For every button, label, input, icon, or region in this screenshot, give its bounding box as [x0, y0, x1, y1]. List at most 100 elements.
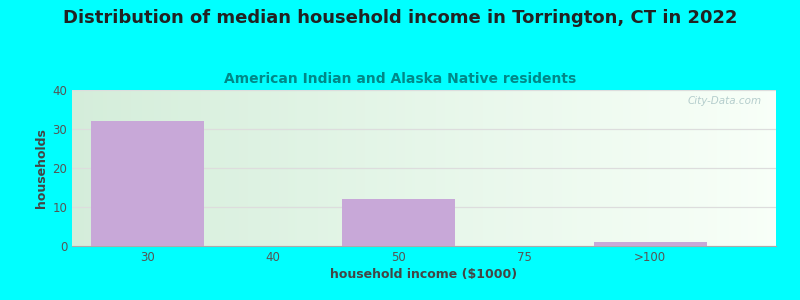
Bar — [478, 90, 480, 246]
Bar — [330, 90, 333, 246]
Bar — [351, 90, 354, 246]
Bar — [640, 90, 642, 246]
Bar — [736, 90, 738, 246]
Bar — [84, 90, 86, 246]
Bar — [718, 90, 720, 246]
Bar — [157, 90, 159, 246]
Bar — [278, 90, 281, 246]
Bar — [474, 90, 476, 246]
Bar — [701, 90, 703, 246]
Bar — [344, 90, 346, 246]
Bar — [726, 90, 729, 246]
Bar — [590, 90, 593, 246]
Bar — [140, 90, 142, 246]
Bar — [506, 90, 509, 246]
Bar — [703, 90, 706, 246]
Bar — [454, 90, 457, 246]
Bar — [764, 90, 766, 246]
Bar — [246, 90, 248, 246]
Bar — [339, 90, 342, 246]
Bar — [429, 90, 431, 246]
Bar — [621, 90, 623, 246]
Bar — [544, 90, 546, 246]
Bar — [525, 90, 527, 246]
Bar — [593, 90, 595, 246]
Bar — [112, 90, 114, 246]
Bar — [258, 90, 260, 246]
Bar — [119, 90, 122, 246]
Bar — [722, 90, 724, 246]
Bar — [102, 90, 105, 246]
Bar — [281, 90, 283, 246]
Bar — [208, 90, 210, 246]
Bar — [504, 90, 506, 246]
Bar — [91, 121, 204, 246]
Bar — [731, 90, 734, 246]
Bar — [342, 90, 344, 246]
Bar — [300, 90, 302, 246]
Bar — [382, 90, 384, 246]
Bar — [173, 90, 175, 246]
Bar — [450, 90, 452, 246]
Bar — [610, 90, 612, 246]
Bar — [445, 90, 447, 246]
Bar — [598, 90, 600, 246]
Bar — [170, 90, 173, 246]
Bar — [424, 90, 426, 246]
Bar — [215, 90, 218, 246]
Bar — [79, 90, 82, 246]
Bar — [612, 90, 614, 246]
Bar — [138, 90, 140, 246]
Bar — [314, 90, 316, 246]
Bar — [196, 90, 198, 246]
Bar — [459, 90, 462, 246]
Bar — [316, 90, 318, 246]
Bar — [89, 90, 90, 246]
Bar — [673, 90, 675, 246]
Bar — [539, 90, 542, 246]
Bar — [302, 90, 304, 246]
Bar — [323, 90, 326, 246]
Bar — [471, 90, 474, 246]
Bar — [192, 90, 194, 246]
Bar — [403, 90, 406, 246]
Bar — [628, 90, 630, 246]
Bar — [243, 90, 246, 246]
Bar — [758, 90, 759, 246]
Bar — [77, 90, 79, 246]
Bar — [304, 90, 306, 246]
Bar — [391, 90, 394, 246]
Bar — [511, 90, 513, 246]
Bar — [293, 90, 295, 246]
Bar — [288, 90, 290, 246]
Bar — [206, 90, 208, 246]
Bar — [642, 90, 645, 246]
Bar — [708, 90, 710, 246]
Bar — [652, 90, 654, 246]
Bar — [607, 90, 610, 246]
Bar — [86, 90, 89, 246]
Bar — [100, 90, 102, 246]
Bar — [175, 90, 178, 246]
Bar — [283, 90, 286, 246]
Bar — [654, 90, 656, 246]
Bar — [550, 90, 553, 246]
Bar — [527, 90, 530, 246]
Bar — [750, 90, 753, 246]
Bar — [389, 90, 391, 246]
Bar — [689, 90, 691, 246]
Bar — [762, 90, 764, 246]
Bar — [663, 90, 666, 246]
Bar — [755, 90, 758, 246]
Bar — [605, 90, 607, 246]
Bar — [225, 90, 227, 246]
Bar — [234, 90, 236, 246]
Bar — [180, 90, 182, 246]
Bar — [687, 90, 689, 246]
Bar — [494, 90, 497, 246]
Bar — [600, 90, 602, 246]
Bar — [227, 90, 230, 246]
Y-axis label: households: households — [35, 128, 48, 208]
Bar — [583, 90, 586, 246]
Bar — [462, 90, 464, 246]
